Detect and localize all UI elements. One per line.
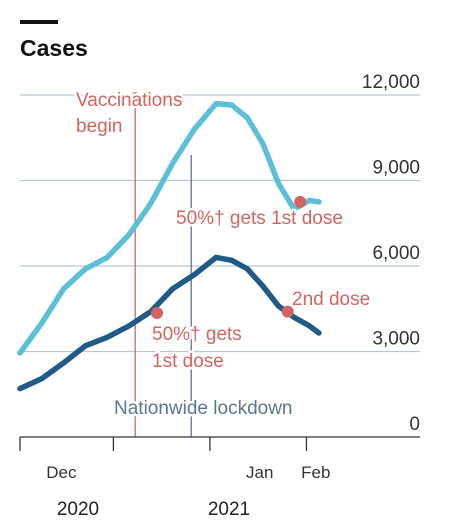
x-year-label: 2020 xyxy=(57,499,99,520)
vaccinations-label-line2-halo: begin xyxy=(76,116,123,137)
second-dose-label-halo: 2nd dose xyxy=(292,289,370,310)
first-dose-label-line1: 50%† gets xyxy=(152,324,242,345)
vaccinations-label-line1: Vaccinations xyxy=(76,90,182,111)
first-dose-label-line1-halo: 50%† gets xyxy=(152,324,242,345)
x-tick-label: Feb xyxy=(301,463,330,482)
lockdown-label-halo: Nationwide lockdown xyxy=(114,398,293,419)
first-dose-label-line2: 1st dose xyxy=(152,351,224,372)
marker-first-dose xyxy=(150,307,163,320)
x-tick-label: Dec xyxy=(46,463,77,482)
y-tick-label: 9,000 xyxy=(372,158,420,179)
y-tick-label: 3,000 xyxy=(372,329,420,350)
first-dose-label-line2-halo: 1st dose xyxy=(152,351,224,372)
cases-first-dose-label-halo: 50%† gets 1st dose xyxy=(176,208,343,229)
y-tick-label: 0 xyxy=(409,414,420,435)
chart-title: Cases xyxy=(20,35,88,61)
title-bar xyxy=(20,20,58,24)
cases-first-dose-label: 50%† gets 1st dose xyxy=(176,208,343,229)
y-tick-label: 12,000 xyxy=(362,72,420,93)
series-line-cases xyxy=(17,100,322,356)
vaccinations-label-line1-halo: Vaccinations xyxy=(76,90,182,111)
marker-second-dose xyxy=(281,305,294,318)
x-year-label: 2021 xyxy=(208,499,250,520)
x-tick-label: Jan xyxy=(246,463,273,482)
vaccination-line-marker xyxy=(132,92,139,98)
vaccinations-label-line2: begin xyxy=(76,116,123,137)
marker-cases-first-dose xyxy=(294,195,307,208)
y-tick-label: 6,000 xyxy=(372,243,420,264)
second-dose-label: 2nd dose xyxy=(292,289,370,310)
lockdown-label: Nationwide lockdown xyxy=(114,398,293,419)
